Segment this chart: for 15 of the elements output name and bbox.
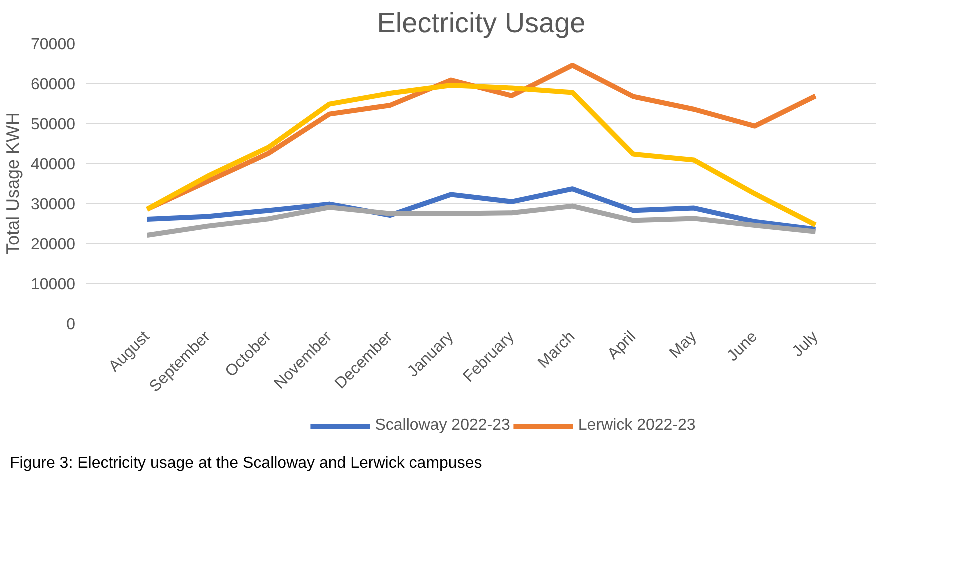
legend-label: Lerwick 2022-23 [578, 417, 696, 435]
y-axis-title: Total Usage KWH [3, 112, 24, 255]
y-tick-label: 40000 [31, 156, 76, 174]
chart-title: Electricity Usage [377, 8, 586, 38]
y-tick-label: 0 [66, 316, 76, 334]
x-tick-label: July [790, 328, 822, 361]
y-tick-label: 50000 [31, 116, 76, 134]
legend-label: Scalloway 2022-23 [375, 417, 510, 435]
y-tick-label: 70000 [31, 36, 76, 54]
x-tick-label: May [666, 328, 700, 362]
y-tick-label: 30000 [31, 196, 76, 214]
y-tick-label: 20000 [31, 236, 76, 254]
caption: Figure 3: Electricity usage at the Scalloway and Lerwick campuses [10, 454, 482, 474]
y-tick-label: 60000 [31, 76, 76, 94]
y-tick-label: 10000 [31, 276, 76, 294]
